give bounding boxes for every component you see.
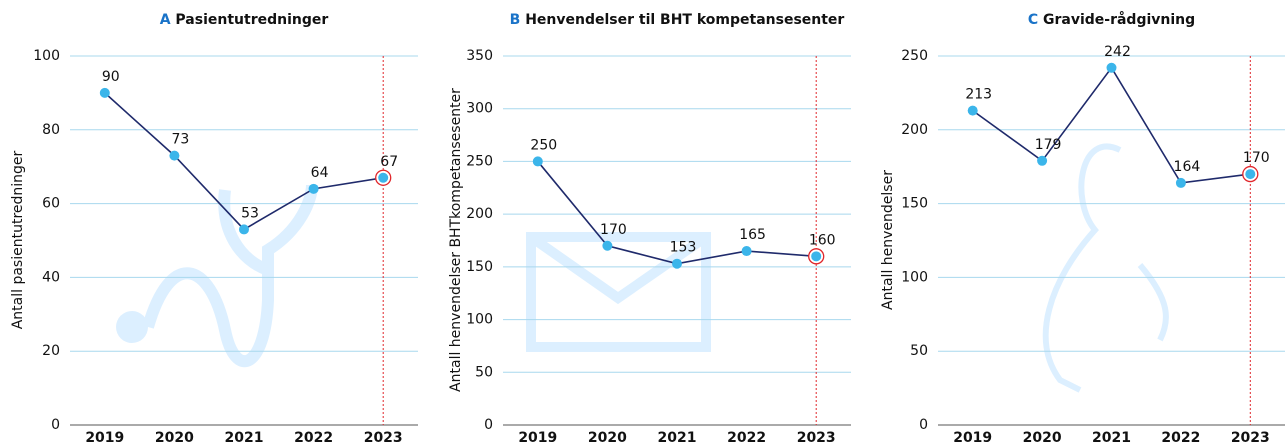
panel-letter: C: [1028, 12, 1038, 28]
value-label: 170: [600, 222, 627, 238]
value-label: 250: [530, 137, 557, 153]
y-axis-label: Antall henvendelser: [880, 170, 896, 310]
x-tick-label: 2020: [588, 430, 627, 446]
point: [99, 87, 110, 98]
y-tick-label: 250: [901, 48, 928, 64]
y-tick-label: 20: [42, 343, 60, 359]
panel-title: A Pasientutredninger: [160, 12, 329, 28]
panel-letter: B: [510, 12, 521, 28]
value-label: 90: [102, 69, 120, 85]
x-tick-label: 2021: [658, 430, 697, 446]
panel-letter: A: [160, 12, 171, 28]
panel-title-text: Gravide-rådgivning: [1043, 11, 1195, 28]
x-tick-label: 2020: [155, 430, 194, 446]
point: [602, 240, 613, 251]
value-label: 165: [739, 227, 766, 243]
point: [1037, 155, 1048, 166]
y-tick-label: 350: [466, 48, 493, 64]
line: [972, 66, 1251, 184]
y-tick-label: 0: [919, 417, 928, 433]
x-tick-label: 2021: [1092, 430, 1131, 446]
value-label: 179: [1035, 137, 1062, 153]
y-tick-label: 80: [42, 122, 60, 138]
value-label: 242: [1104, 44, 1131, 60]
y-tick-label: 200: [901, 122, 928, 138]
value-label: 73: [171, 132, 189, 148]
x-tick-label: 2022: [294, 430, 333, 446]
point: [967, 105, 978, 116]
point: [672, 258, 682, 269]
point: [239, 224, 249, 235]
y-tick-label: 100: [33, 48, 60, 64]
value-label: 64: [311, 165, 329, 181]
y-axis-label: Antall henvendelser BHTkompetansesenter: [448, 88, 464, 392]
y-tick-label: 50: [475, 364, 493, 380]
x-tick-label: 2019: [518, 430, 557, 446]
y-tick-label: 100: [466, 312, 493, 328]
value-label: 160: [809, 232, 836, 248]
y-tick-label: 50: [910, 343, 928, 359]
y-tick-label: 0: [484, 417, 493, 433]
y-tick-label: 150: [901, 196, 928, 212]
x-tick-label: 2022: [727, 430, 766, 446]
value-label: 164: [1174, 159, 1201, 175]
x-tick-label: 2022: [1161, 430, 1200, 446]
x-tick-label: 2021: [225, 430, 264, 446]
x-tick-label: 2019: [85, 430, 124, 446]
value-label: 153: [670, 240, 697, 256]
point: [378, 172, 389, 183]
x-tick-label: 2023: [364, 430, 403, 446]
point: [1106, 62, 1117, 73]
point: [308, 183, 319, 194]
panel-title: B Henvendelser til BHT kompetansesenter: [510, 12, 845, 28]
x-tick-label: 2020: [1023, 430, 1062, 446]
x-tick-label: 2019: [953, 430, 992, 446]
y-tick-label: 150: [466, 259, 493, 275]
y-tick-label: 60: [42, 196, 60, 212]
y-tick-label: 200: [466, 206, 493, 222]
point: [741, 246, 752, 257]
y-tick-label: 0: [51, 417, 60, 433]
point: [532, 156, 543, 167]
point: [169, 150, 180, 161]
x-tick-label: 2023: [1231, 430, 1270, 446]
y-tick-label: 250: [466, 153, 493, 169]
value-label: 170: [1243, 150, 1270, 166]
panel-title-text: Pasientutredninger: [175, 12, 328, 28]
point: [1245, 169, 1256, 180]
value-label: 53: [241, 205, 259, 221]
x-tick-label: 2023: [797, 430, 836, 446]
panel-title-text: Henvendelser til BHT kompetansesenter: [525, 12, 844, 28]
y-tick-label: 100: [901, 269, 928, 285]
decor: [116, 143, 1169, 393]
y-tick-label: 40: [42, 269, 60, 285]
y-axis-label: Antall pasientutredninger: [10, 150, 26, 329]
point: [811, 251, 822, 262]
panel-title: C Gravide-rådgivning: [1028, 11, 1195, 28]
value-label: 213: [965, 87, 992, 103]
value-label: 67: [380, 154, 398, 170]
y-tick-label: 300: [466, 101, 493, 117]
point: [1175, 177, 1186, 188]
